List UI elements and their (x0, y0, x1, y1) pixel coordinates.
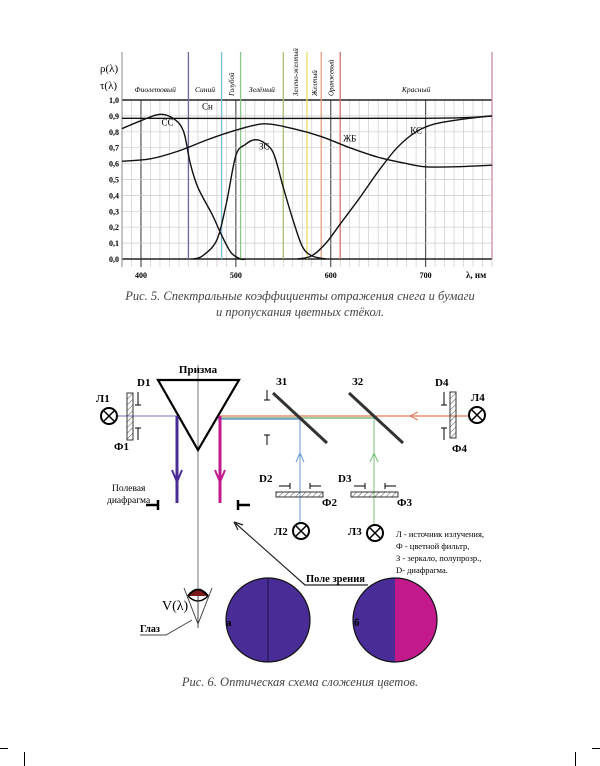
filter-f2 (275, 491, 324, 498)
crop-mark (575, 752, 576, 766)
y-axis-label: τ(λ) (100, 80, 117, 92)
svg-text:D2: D2 (259, 473, 273, 485)
band-label: Синий (195, 85, 215, 94)
field-diaphragm-left (146, 500, 160, 510)
filter-f4 (449, 391, 457, 439)
svg-text:D- диафрагма.: D- диафрагма. (396, 565, 448, 575)
svg-text:D3: D3 (338, 473, 352, 485)
crop-mark (0, 748, 8, 749)
prism (156, 378, 241, 453)
band-label: Зелено-желтый (292, 48, 300, 96)
field-diaphragm-label: Полевая (112, 484, 146, 494)
svg-text:а: а (226, 617, 232, 629)
y-tick-label: 0,5 (109, 176, 119, 185)
svg-text:Ф2: Ф2 (322, 497, 337, 509)
mirror-z2 (347, 391, 405, 445)
x-axis-label: λ, нм (466, 270, 486, 280)
svg-text:Л - источник излучения,: Л - источник излучения, (396, 529, 484, 539)
y-tick-label: 0,3 (109, 207, 119, 216)
y-tick-label: 0,8 (109, 128, 119, 137)
field-circle-a (225, 577, 311, 663)
filter-f3 (350, 491, 399, 498)
figure6-caption: Рис. 6. Оптическая схема сложения цветов… (181, 675, 419, 689)
series-line-ЖБ (121, 123, 493, 168)
spectral-chart: 0,0 0,1 0,2 0,3 0,4 0,5 0,6 0,7 0,8 0,9 1,0 Фиолето… (100, 48, 493, 280)
svg-text:Ф1: Ф1 (114, 441, 129, 453)
field-of-view-pointer (233, 521, 368, 586)
y-tick-label: 0,9 (109, 112, 119, 121)
series-line-СС (121, 113, 246, 261)
band-label: Желтый (311, 70, 319, 97)
band-label: Оранжевый (328, 59, 336, 96)
y-tick-label: 0,1 (109, 239, 119, 248)
series-label: Сн (202, 102, 213, 112)
svg-text:Ф - цветной фильтр,: Ф - цветной фильтр, (396, 541, 469, 551)
svg-text:Л1: Л1 (96, 393, 110, 405)
figure5-caption-line2: и пропускания цветных стёкол. (215, 305, 385, 319)
band-label: Фиолетовый (135, 85, 177, 94)
svg-text:D1: D1 (137, 377, 150, 389)
x-tick-label: 600 (325, 271, 337, 280)
svg-text:диафрагма: диафрагма (107, 495, 151, 506)
series-label: КС (410, 125, 422, 135)
mirror-z1 (271, 391, 329, 445)
lamp-l3-icon (366, 524, 384, 542)
y-tick-label: 0,0 (109, 255, 119, 264)
eye-icon (183, 587, 213, 628)
svg-text:Ф3: Ф3 (397, 497, 412, 509)
eye-label: Глаз (140, 624, 160, 635)
series-label: ЖБ (343, 133, 356, 143)
v-lambda-label: V(λ) (162, 599, 189, 614)
crop-mark (24, 752, 25, 766)
y-tick-label: 0,2 (109, 223, 119, 232)
field-circle-b (352, 577, 438, 663)
series-label: ЗС (259, 141, 270, 151)
y-tick-label: 0,4 (109, 191, 119, 200)
svg-text:Л2: Л2 (274, 526, 288, 538)
lamp-l2-icon (292, 522, 310, 540)
svg-text:З2: З2 (352, 376, 364, 388)
y-tick-label: 0,6 (109, 160, 119, 169)
band-label: Красный (401, 85, 431, 94)
x-tick-label: 700 (420, 271, 432, 280)
field-of-view-label: Поле зрения (306, 574, 365, 585)
figure5-caption-line1: Рис. 5. Спектральные коэффициенты отраже… (125, 289, 475, 303)
svg-text:Л4: Л4 (471, 392, 485, 404)
series-label: СС (162, 117, 174, 127)
arrow-l4 (408, 411, 419, 421)
lamp-l4-icon (468, 406, 486, 424)
legend: Л - источник излучения, Ф - цветной филь… (396, 529, 484, 575)
y-axis-label: ρ(λ) (100, 63, 118, 75)
lamp-l1-icon (100, 407, 118, 425)
y-tick-label: 0,7 (109, 144, 119, 153)
x-tick-label: 400 (135, 271, 147, 280)
svg-text:Ф4: Ф4 (452, 443, 467, 455)
band-label: Голубой (228, 72, 236, 97)
svg-text:З - зеркало, полупрозр.,: З - зеркало, полупрозр., (396, 553, 481, 563)
series-line-ЗС (192, 139, 327, 260)
crop-mark (592, 748, 600, 749)
series-line-КС (297, 115, 493, 260)
svg-text:б: б (354, 617, 360, 629)
filter-f1 (126, 392, 134, 441)
y-tick-label: 1,0 (109, 96, 119, 105)
x-tick-label: 500 (230, 271, 242, 280)
band-label: Зелёный (249, 85, 275, 94)
svg-text:D4: D4 (435, 377, 449, 389)
field-diaphragm-right (236, 500, 250, 510)
svg-text:Л3: Л3 (348, 526, 362, 538)
svg-text:З1: З1 (276, 376, 287, 388)
prism-label: Призма (179, 364, 218, 376)
